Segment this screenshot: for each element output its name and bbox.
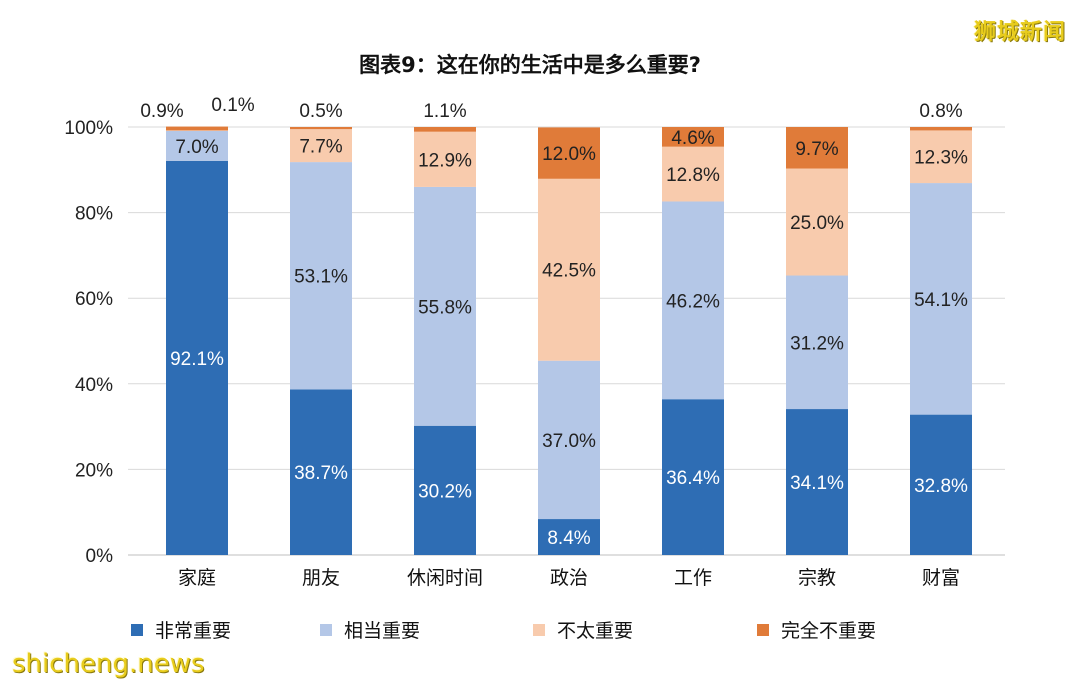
bar-segment <box>166 160 228 555</box>
bar-segment <box>290 127 352 130</box>
bar-segment <box>290 162 352 390</box>
data-label: 0.5% <box>299 101 342 122</box>
bar-segment <box>290 129 352 163</box>
bar-segment <box>786 275 848 410</box>
data-label: 25.0% <box>790 213 844 234</box>
bar-segment <box>786 168 848 276</box>
bar-segment <box>538 178 600 361</box>
data-label: 4.6% <box>671 128 714 149</box>
bar-segment <box>538 360 600 520</box>
data-label: 12.0% <box>542 144 596 165</box>
bar-segment <box>662 201 724 400</box>
bar-segment <box>414 131 476 187</box>
data-label: 54.1% <box>914 290 968 311</box>
x-category-label: 政治 <box>550 567 588 589</box>
y-tick-label: 80% <box>75 204 113 225</box>
watermark-top: 狮城新闻 <box>973 20 1066 45</box>
watermark-bottom: shicheng.news <box>12 649 205 679</box>
data-label: 12.3% <box>914 148 968 169</box>
legend-swatch <box>131 624 143 636</box>
data-label: 7.7% <box>299 137 342 158</box>
x-category-label: 工作 <box>674 567 712 589</box>
legend-label: 不太重要 <box>557 620 633 642</box>
x-category-label: 朋友 <box>302 567 340 589</box>
legend-swatch <box>320 624 332 636</box>
data-label: 12.9% <box>418 150 472 171</box>
x-axis: 家庭 朋友 休闲时间 政治 工作 宗教 财富 <box>178 567 960 589</box>
legend-label: 完全不重要 <box>781 620 876 642</box>
data-label: 9.7% <box>795 139 838 160</box>
legend: 非常重要 相当重要 不太重要 完全不重要 <box>131 620 876 642</box>
data-label: 32.8% <box>914 476 968 497</box>
bar-segment <box>910 183 972 415</box>
bar-segment <box>166 130 228 161</box>
bar-segment <box>662 127 724 147</box>
bar-segment <box>910 127 972 131</box>
bar-segment <box>538 519 600 555</box>
data-label: 1.1% <box>423 101 466 122</box>
data-label: 0.8% <box>919 101 962 122</box>
bar-segment <box>662 399 724 555</box>
bar-segment <box>910 130 972 184</box>
legend-label: 非常重要 <box>155 620 231 642</box>
y-tick-label: 20% <box>75 460 113 481</box>
legend-label: 相当重要 <box>344 620 420 642</box>
data-label: 31.2% <box>790 333 844 354</box>
chart-title: 图表9：这在你的生活中是多么重要? <box>359 53 701 77</box>
data-label: 0.1% <box>211 95 254 116</box>
bar-segment <box>538 127 600 179</box>
data-label: 37.0% <box>542 431 596 452</box>
data-label: 12.8% <box>666 165 720 186</box>
y-tick-label: 40% <box>75 375 113 396</box>
data-label: 36.4% <box>666 468 720 489</box>
bar-segment <box>786 127 848 169</box>
y-tick-label: 0% <box>86 546 114 567</box>
y-tick-label: 100% <box>64 118 113 139</box>
data-label: 34.1% <box>790 473 844 494</box>
bar-segment <box>786 409 848 555</box>
data-label: 8.4% <box>547 528 590 549</box>
bar-segment <box>414 127 476 132</box>
data-label: 53.1% <box>294 267 348 288</box>
bar-segment <box>290 389 352 555</box>
bar-segment <box>414 425 476 555</box>
legend-swatch <box>757 624 769 636</box>
data-label: 42.5% <box>542 261 596 282</box>
data-label: 46.2% <box>666 291 720 312</box>
x-category-label: 家庭 <box>178 567 216 589</box>
x-category-label: 休闲时间 <box>407 567 483 589</box>
data-label: 7.0% <box>175 137 218 158</box>
bar-segment <box>166 126 228 131</box>
data-label: 55.8% <box>418 297 472 318</box>
data-labels: 92.1% 7.0% 0.9% 0.1% 38.7% 53.1% 7.7% 0.5% 30.2%… <box>140 95 968 549</box>
x-category-label: 宗教 <box>798 567 836 589</box>
x-category-label: 财富 <box>922 567 960 589</box>
legend-swatch <box>533 624 545 636</box>
bars <box>166 126 972 555</box>
bar-segment <box>910 414 972 555</box>
data-label: 92.1% <box>170 349 224 370</box>
bar-segment <box>662 146 724 202</box>
data-label: 0.9% <box>140 101 183 122</box>
data-label: 30.2% <box>418 481 472 502</box>
bar-segment <box>414 186 476 426</box>
y-tick-label: 60% <box>75 289 113 310</box>
data-label: 38.7% <box>294 463 348 484</box>
